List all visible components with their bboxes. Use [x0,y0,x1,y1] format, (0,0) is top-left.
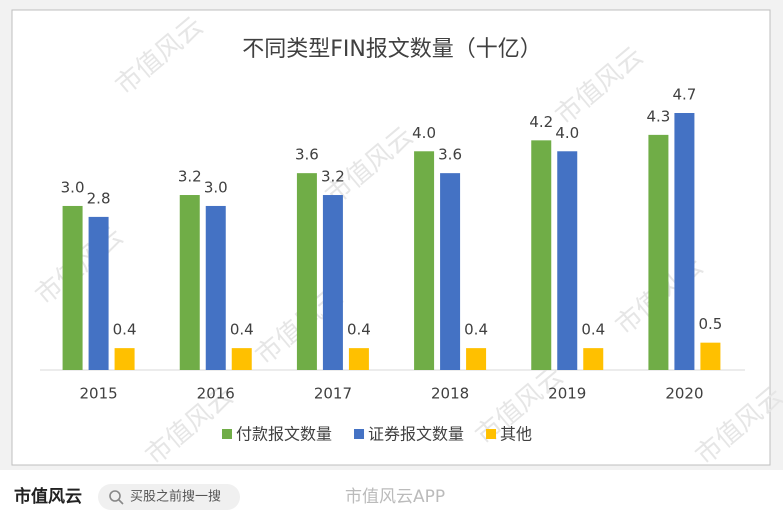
bar [322,195,343,370]
bar [674,113,695,370]
legend-swatch [354,429,365,439]
legend-swatch [486,429,497,439]
legend: 付款报文数量 证券报文数量 其他 [222,425,532,444]
legend-label: 证券报文数量 [368,425,464,444]
bar [179,195,200,370]
search-icon [118,499,124,505]
data-label: 4.0 [412,124,436,142]
bar [648,134,669,370]
data-label: 3.2 [178,168,202,186]
data-label: 4.3 [646,107,670,125]
bar [557,151,578,370]
legend-label: 其他 [500,425,532,444]
data-label: 0.4 [581,321,605,339]
x-tick-label: 2018 [431,385,469,403]
legend-swatch [222,429,232,439]
data-label: 4.2 [529,113,553,131]
legend-label: 付款报文数量 [236,425,332,444]
footer-source: 市值风云APP [345,487,445,507]
data-label: 2.8 [87,189,111,207]
x-tick-label: 2016 [197,385,235,403]
bar [62,205,83,370]
chart-frame [11,9,771,466]
bar [700,342,721,370]
bar [88,216,109,370]
footer-logo: 市值风云 [14,486,82,507]
bar [440,173,461,370]
bar [414,151,435,370]
search-box[interactable] [98,484,240,510]
data-label: 3.0 [204,178,228,196]
bar [348,348,369,370]
data-label: 0.4 [464,321,488,339]
data-label: 0.4 [230,321,254,339]
search-text[interactable]: 买股之前搜一搜 [130,489,221,505]
x-tick-label: 2019 [548,385,586,403]
bar [114,348,135,370]
data-label: 4.0 [555,124,579,142]
x-tick-label: 2017 [314,385,352,403]
bar [531,140,552,370]
bar [583,348,604,370]
data-label: 3.2 [321,168,345,186]
data-label: 4.7 [672,86,696,104]
chart-title: 不同类型FIN报文数量（十亿） [242,37,542,62]
data-label: 3.0 [61,178,85,196]
search-icon [109,490,121,502]
bar [205,205,226,370]
data-label: 0.4 [347,321,371,339]
bar [231,348,252,370]
bar [296,173,317,370]
data-label: 3.6 [438,146,462,164]
bar [466,348,487,370]
plot: 20153.02.80.420163.23.00.420173.63.20.42… [61,86,723,403]
x-tick-label: 2015 [79,385,117,403]
x-tick-label: 2020 [665,385,703,403]
data-label: 0.4 [113,321,137,339]
data-label: 0.5 [698,315,722,333]
data-label: 3.6 [295,146,319,164]
